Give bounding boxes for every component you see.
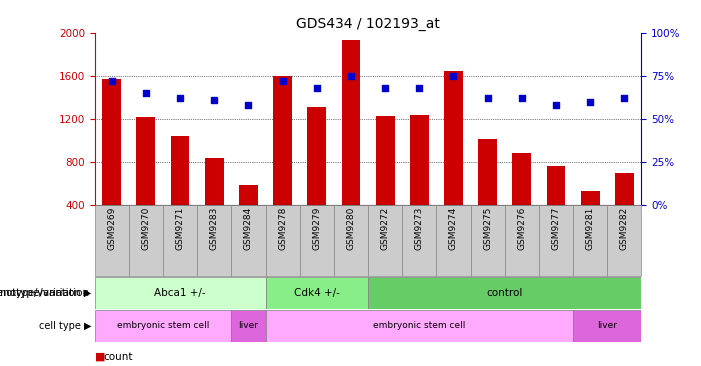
Point bbox=[243, 102, 254, 108]
Bar bbox=[266, 205, 300, 276]
Bar bbox=[129, 205, 163, 276]
Point bbox=[516, 96, 527, 101]
Text: embryonic stem cell: embryonic stem cell bbox=[373, 321, 465, 330]
Bar bbox=[512, 153, 531, 205]
Bar bbox=[444, 71, 463, 205]
Bar bbox=[95, 310, 231, 341]
Bar bbox=[547, 166, 566, 205]
Bar bbox=[95, 205, 129, 276]
Text: GSM9283: GSM9283 bbox=[210, 207, 219, 250]
Bar bbox=[368, 205, 402, 276]
Point bbox=[619, 96, 630, 101]
Bar bbox=[137, 117, 156, 205]
Bar bbox=[266, 277, 368, 309]
Point bbox=[106, 78, 117, 84]
Point bbox=[311, 85, 322, 91]
Bar bbox=[410, 115, 429, 205]
Bar bbox=[163, 205, 197, 276]
Bar bbox=[607, 205, 641, 276]
Bar bbox=[436, 205, 470, 276]
Bar bbox=[205, 158, 224, 205]
Text: liver: liver bbox=[238, 321, 259, 330]
Bar bbox=[170, 136, 189, 205]
Text: GSM9274: GSM9274 bbox=[449, 207, 458, 250]
Text: GSM9271: GSM9271 bbox=[175, 207, 184, 250]
Point bbox=[175, 96, 186, 101]
Text: embryonic stem cell: embryonic stem cell bbox=[117, 321, 209, 330]
Text: GSM9275: GSM9275 bbox=[483, 207, 492, 250]
Text: control: control bbox=[486, 288, 523, 298]
Text: cell type ▶: cell type ▶ bbox=[39, 321, 91, 331]
Text: GSM9277: GSM9277 bbox=[552, 207, 561, 250]
Bar bbox=[307, 107, 326, 205]
Bar bbox=[368, 277, 641, 309]
Text: GSM9279: GSM9279 bbox=[312, 207, 321, 250]
Bar bbox=[102, 79, 121, 205]
Point bbox=[482, 96, 494, 101]
Text: GSM9284: GSM9284 bbox=[244, 207, 253, 250]
Bar bbox=[273, 76, 292, 205]
Bar bbox=[615, 173, 634, 205]
Text: GSM9270: GSM9270 bbox=[142, 207, 151, 250]
Bar bbox=[376, 116, 395, 205]
Text: GSM9269: GSM9269 bbox=[107, 207, 116, 250]
Text: GSM9276: GSM9276 bbox=[517, 207, 526, 250]
Text: GSM9281: GSM9281 bbox=[585, 207, 594, 250]
Bar bbox=[239, 184, 258, 205]
Bar bbox=[341, 41, 360, 205]
Point bbox=[379, 85, 390, 91]
Title: GDS434 / 102193_at: GDS434 / 102193_at bbox=[296, 16, 440, 30]
Text: GSM9282: GSM9282 bbox=[620, 207, 629, 250]
Point bbox=[585, 99, 596, 105]
Point bbox=[277, 78, 288, 84]
Text: Cdk4 +/-: Cdk4 +/- bbox=[294, 288, 340, 298]
Bar bbox=[505, 205, 539, 276]
Point bbox=[414, 85, 425, 91]
Bar bbox=[573, 310, 641, 341]
Point bbox=[550, 102, 562, 108]
Text: count: count bbox=[104, 352, 133, 362]
Text: genotype/variation: genotype/variation bbox=[0, 288, 89, 298]
Text: GSM9272: GSM9272 bbox=[381, 207, 390, 250]
Bar bbox=[580, 191, 599, 205]
Point bbox=[209, 97, 220, 103]
Text: ■: ■ bbox=[95, 352, 105, 362]
Bar bbox=[231, 310, 266, 341]
Point bbox=[346, 73, 357, 79]
Bar bbox=[231, 205, 266, 276]
Text: GSM9280: GSM9280 bbox=[346, 207, 355, 250]
Text: genotype/variation ▶: genotype/variation ▶ bbox=[0, 288, 91, 298]
Bar bbox=[470, 205, 505, 276]
Bar bbox=[539, 205, 573, 276]
Text: GSM9278: GSM9278 bbox=[278, 207, 287, 250]
Bar bbox=[266, 310, 573, 341]
Bar bbox=[402, 205, 436, 276]
Bar bbox=[478, 139, 497, 205]
Point bbox=[140, 90, 151, 96]
Text: liver: liver bbox=[597, 321, 618, 330]
Point bbox=[448, 73, 459, 79]
Bar bbox=[95, 277, 266, 309]
Bar bbox=[300, 205, 334, 276]
Text: Abca1 +/-: Abca1 +/- bbox=[154, 288, 206, 298]
Bar bbox=[573, 205, 607, 276]
Text: GSM9273: GSM9273 bbox=[415, 207, 424, 250]
Bar bbox=[197, 205, 231, 276]
Bar bbox=[334, 205, 368, 276]
